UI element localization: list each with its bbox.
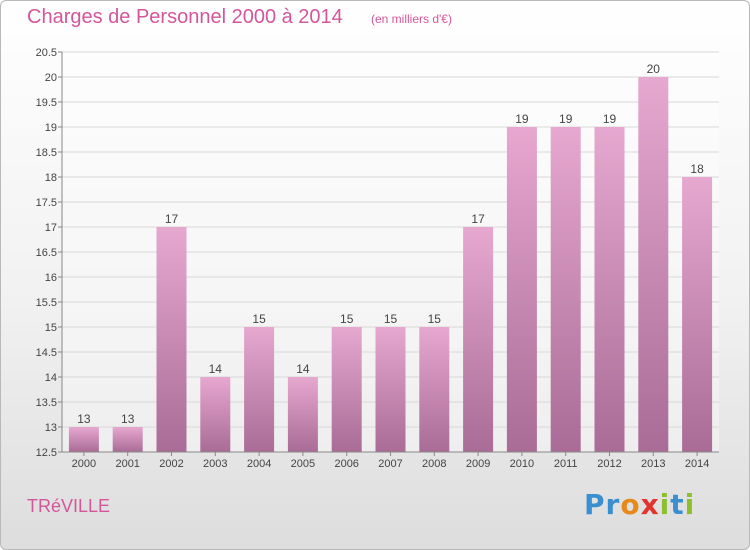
data-label: 14 [296, 362, 310, 376]
bar [463, 227, 494, 452]
logo-letter: i [659, 488, 671, 521]
data-label: 13 [121, 412, 135, 426]
y-tick-label: 15 [45, 322, 57, 334]
y-tick-label: 15.5 [36, 297, 57, 309]
commune-name: TRéVILLE [27, 496, 111, 516]
x-tick-label: 2005 [291, 458, 315, 470]
y-tick-label: 17 [45, 222, 57, 234]
chart-title: Charges de Personnel 2000 à 2014 [27, 6, 343, 28]
y-tick-label: 19.5 [36, 97, 57, 109]
logo-letter: r [605, 488, 621, 521]
y-tick-label: 14 [45, 372, 57, 384]
x-tick-label: 2009 [466, 458, 490, 470]
x-tick-label: 2002 [159, 458, 183, 470]
y-tick-label: 12.5 [36, 447, 57, 459]
bar [331, 327, 362, 452]
data-label: 15 [340, 312, 354, 326]
bar [68, 427, 99, 452]
bars: 13 13 17 14 15 14 15 15 15 17 19 19 19 20 18 [68, 62, 713, 452]
y-tick-label: 13.5 [36, 397, 57, 409]
bar [506, 127, 537, 452]
bar [419, 327, 450, 452]
y-tick-label: 13 [45, 422, 57, 434]
x-tick-label: 2012 [597, 458, 621, 470]
data-label: 19 [603, 112, 617, 126]
data-label: 19 [559, 112, 573, 126]
x-tick-label: 2003 [203, 458, 227, 470]
bar [550, 127, 581, 452]
x-tick-label: 2000 [72, 458, 96, 470]
data-label: 18 [690, 162, 704, 176]
y-tick-label: 17.5 [36, 197, 57, 209]
data-label: 14 [209, 362, 223, 376]
logo-letter: x [640, 488, 660, 521]
axes: 12.5 13 13.5 14 14.5 15 15.5 16 16.5 17 17.5 18 18.5… [36, 47, 719, 470]
y-tick-label: 18.5 [36, 147, 57, 159]
data-label: 20 [647, 62, 661, 76]
data-label: 13 [77, 412, 91, 426]
data-label: 15 [384, 312, 398, 326]
logo-letter: t [670, 488, 685, 521]
bar [375, 327, 406, 452]
logo-letter: P [584, 488, 606, 521]
y-tick-label: 14.5 [36, 347, 57, 359]
y-tick-label: 19 [45, 122, 57, 134]
bar [156, 227, 187, 452]
bar [287, 377, 318, 452]
x-tick-label: 2008 [422, 458, 446, 470]
x-tick-label: 2006 [334, 458, 358, 470]
data-label: 17 [165, 212, 179, 226]
y-tick-label: 16 [45, 272, 57, 284]
x-tick-label: 2011 [554, 458, 578, 470]
y-tick-label: 20 [45, 72, 57, 84]
x-tick-label: 2014 [685, 458, 709, 470]
bar [200, 377, 231, 452]
bar [112, 427, 143, 452]
x-tick-label: 2004 [247, 458, 271, 470]
x-tick-label: 2007 [378, 458, 402, 470]
bar [682, 177, 713, 452]
logo-letter: i [684, 488, 696, 521]
chart-subtitle: (en milliers d'€) [371, 12, 452, 26]
bar [638, 77, 669, 452]
y-tick-label: 20.5 [36, 47, 57, 59]
data-label: 17 [471, 212, 485, 226]
proxiti-logo: Proxiti [584, 488, 695, 521]
y-tick-label: 18 [45, 172, 57, 184]
bar [244, 327, 275, 452]
data-label: 15 [428, 312, 442, 326]
logo-letter: o [620, 488, 641, 521]
x-tick-label: 2010 [510, 458, 534, 470]
data-label: 19 [515, 112, 529, 126]
y-tick-label: 16.5 [36, 247, 57, 259]
x-tick-label: 2001 [115, 458, 139, 470]
bar [594, 127, 625, 452]
data-label: 15 [252, 312, 266, 326]
x-tick-label: 2013 [641, 458, 665, 470]
